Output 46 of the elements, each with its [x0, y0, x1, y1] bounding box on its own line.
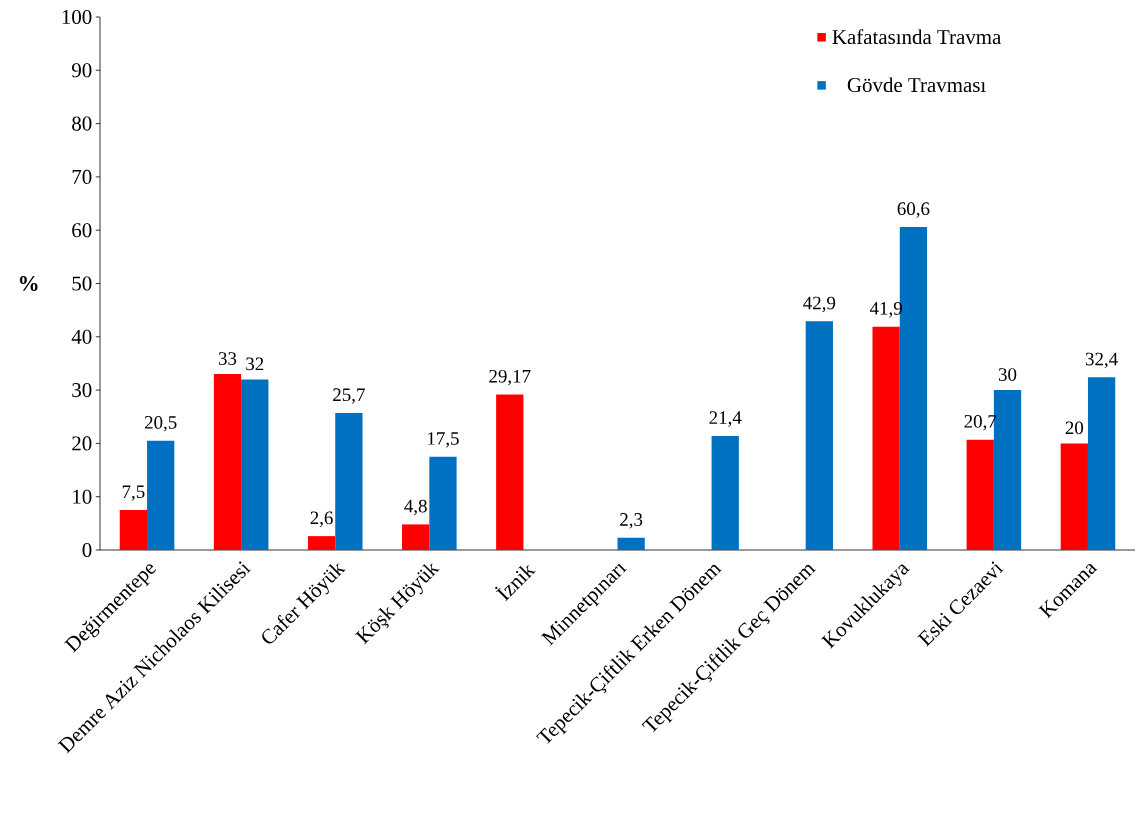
data-label: 2,3 [620, 513, 643, 529]
bar [966, 439, 994, 550]
y-tick-label: 0 [82, 542, 92, 558]
data-label: 20,5 [144, 416, 177, 432]
bar [1060, 443, 1088, 550]
y-tick-label: 40 [71, 329, 92, 344]
bar [335, 413, 363, 550]
data-label: 2,6 [310, 511, 333, 527]
bar [147, 440, 175, 550]
data-label: 60,6 [897, 202, 930, 218]
legend-label: Kafatasında Travma [832, 29, 1002, 45]
y-axis-title: % [19, 276, 38, 291]
y-tick-label: 30 [72, 383, 92, 398]
data-label: 30 [998, 368, 1017, 381]
bar [1087, 377, 1116, 550]
data-label: 32 [246, 357, 264, 371]
y-tick-label: 50 [72, 276, 92, 291]
bar [429, 456, 457, 550]
data-label: 20 [1065, 421, 1084, 435]
y-tick-label: 10 [73, 489, 92, 504]
bar [805, 321, 833, 550]
bar [711, 435, 739, 550]
data-label: 25,7 [333, 388, 365, 404]
y-tick-label: 20 [72, 436, 92, 451]
y-tick-label: 100 [62, 9, 92, 25]
legend-label: Gövde Travması [847, 77, 986, 93]
bar [119, 510, 148, 550]
y-tick-label: 90 [71, 63, 92, 78]
bar [241, 379, 269, 550]
data-label: 29,17 [489, 369, 531, 386]
bar [307, 536, 336, 550]
data-label: 17,5 [428, 432, 459, 448]
data-label: 7,5 [122, 485, 145, 501]
data-label: 32,4 [1085, 352, 1118, 369]
y-tick-label: 80 [72, 116, 92, 131]
data-label: 33 [218, 352, 237, 365]
data-label: 42,9 [803, 296, 836, 313]
bar [496, 394, 524, 550]
bar [617, 537, 645, 550]
data-label: 21,4 [709, 411, 742, 427]
bar [872, 326, 900, 550]
y-tick-label: 70 [72, 169, 92, 184]
bar [213, 374, 242, 550]
data-label: 4,8 [404, 499, 427, 516]
bar [402, 524, 430, 550]
y-tick-label: 60 [72, 223, 92, 238]
